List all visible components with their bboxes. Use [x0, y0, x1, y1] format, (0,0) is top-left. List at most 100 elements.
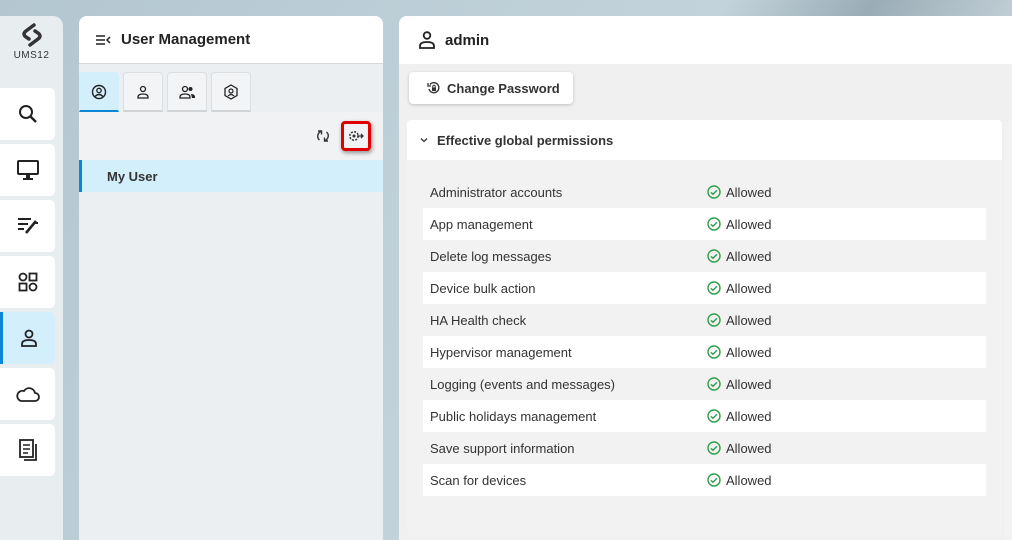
- check-circle-icon: [707, 217, 721, 231]
- tab-users[interactable]: [123, 72, 163, 112]
- permission-status: Allowed: [707, 217, 772, 232]
- sidebar: UMS12: [0, 16, 63, 540]
- permission-status: Allowed: [707, 441, 772, 456]
- permissions-section-header[interactable]: Effective global permissions: [407, 120, 1002, 160]
- permission-name: Hypervisor management: [430, 344, 572, 360]
- logo: UMS12: [0, 22, 63, 61]
- permission-status-text: Allowed: [726, 248, 772, 264]
- permissions-card: Effective global permissions Administrat…: [407, 120, 1002, 536]
- role-icon: [224, 83, 238, 100]
- sidebar-item-users[interactable]: [0, 312, 55, 364]
- sidebar-item-devices[interactable]: [0, 144, 55, 196]
- permission-status: Allowed: [707, 313, 772, 328]
- configuration-icon: [17, 218, 38, 234]
- check-circle-icon: [707, 185, 721, 199]
- permission-status: Allowed: [707, 185, 772, 200]
- permission-status-text: Allowed: [726, 472, 772, 488]
- permission-row: Hypervisor management Allowed: [423, 336, 986, 368]
- permission-status-text: Allowed: [726, 440, 772, 456]
- user-icon: [21, 329, 37, 347]
- collapse-menu-icon[interactable]: [95, 33, 111, 47]
- permission-row: Public holidays management Allowed: [423, 400, 986, 432]
- refresh-icon: [317, 130, 329, 142]
- check-circle-icon: [707, 345, 721, 359]
- permission-row: Administrator accounts Allowed: [423, 176, 986, 208]
- highlight-box: [341, 121, 371, 151]
- panel-title: User Management: [121, 31, 251, 48]
- user-icon: [419, 31, 435, 49]
- permission-status: Allowed: [707, 473, 772, 488]
- permission-name: Public holidays management: [430, 408, 597, 424]
- logs-icon: [18, 439, 37, 461]
- user-icon: [137, 85, 149, 99]
- apps-icon: [18, 272, 37, 292]
- permission-name: Scan for devices: [430, 472, 527, 488]
- settings-export-button[interactable]: [346, 126, 366, 146]
- sidebar-item-apps[interactable]: [0, 256, 55, 308]
- permission-name: Device bulk action: [430, 280, 536, 296]
- permission-row: Device bulk action Allowed: [423, 272, 986, 304]
- check-circle-icon: [707, 409, 721, 423]
- change-password-label: Change Password: [447, 80, 560, 96]
- permission-row: Logging (events and messages) Allowed: [423, 368, 986, 400]
- permission-status-text: Allowed: [726, 408, 772, 424]
- detail-title: admin: [445, 31, 490, 49]
- cloud-icon: [15, 387, 40, 402]
- permission-status-text: Allowed: [726, 376, 772, 392]
- list-item-label: My User: [107, 168, 158, 184]
- change-password-button[interactable]: Change Password: [409, 72, 573, 104]
- tab-my-user[interactable]: [79, 72, 119, 112]
- sidebar-item-logs[interactable]: [0, 424, 55, 476]
- check-circle-icon: [707, 249, 721, 263]
- detail-header: admin: [399, 16, 1012, 64]
- check-circle-icon: [707, 441, 721, 455]
- permission-name: Logging (events and messages): [430, 376, 616, 392]
- sidebar-item-cloud[interactable]: [0, 368, 55, 420]
- permission-name: Delete log messages: [430, 248, 552, 264]
- permission-name: Administrator accounts: [430, 184, 563, 200]
- permission-status: Allowed: [707, 249, 772, 264]
- permission-status: Allowed: [707, 377, 772, 392]
- logo-text: UMS12: [13, 50, 50, 61]
- permission-row: Scan for devices Allowed: [423, 464, 986, 496]
- tab-bar: [79, 64, 383, 112]
- permission-status-text: Allowed: [726, 280, 772, 296]
- permission-status-text: Allowed: [726, 216, 772, 232]
- my-user-icon: [91, 84, 107, 99]
- permission-status-text: Allowed: [726, 312, 772, 328]
- chevron-down-icon: [420, 138, 428, 143]
- permission-row: Delete log messages Allowed: [423, 240, 986, 272]
- check-circle-icon: [707, 281, 721, 295]
- password-reset-icon: [427, 82, 440, 94]
- permission-row: App management Allowed: [423, 208, 986, 240]
- check-circle-icon: [707, 377, 721, 391]
- check-circle-icon: [707, 313, 721, 327]
- check-circle-icon: [707, 473, 721, 487]
- panel-header: User Management: [79, 16, 383, 64]
- next-card-edge: [1004, 120, 1012, 540]
- permission-status-text: Allowed: [726, 184, 772, 200]
- user-group-icon: [179, 85, 195, 99]
- section-title: Effective global permissions: [437, 132, 614, 148]
- sidebar-item-search[interactable]: [0, 88, 55, 140]
- permission-status: Allowed: [707, 409, 772, 424]
- permission-status: Allowed: [707, 345, 772, 360]
- list-toolbar: [79, 112, 383, 160]
- tab-user-groups[interactable]: [167, 72, 207, 112]
- sidebar-item-configuration[interactable]: [0, 200, 55, 252]
- monitor-icon: [16, 160, 39, 180]
- user-detail-panel: admin Change Password Effective global p…: [399, 16, 1012, 540]
- user-management-panel: User Management My User: [79, 16, 383, 540]
- permission-row: HA Health check Allowed: [423, 304, 986, 336]
- tab-roles[interactable]: [211, 72, 251, 112]
- settings-export-icon: [349, 131, 364, 141]
- permission-name: Save support information: [430, 440, 575, 456]
- refresh-button[interactable]: [313, 126, 333, 146]
- permissions-list: Administrator accounts Allowed App managem…: [423, 176, 986, 496]
- list-item-my-user[interactable]: My User: [79, 160, 383, 192]
- search-icon: [18, 105, 37, 123]
- permission-name: App management: [430, 216, 533, 232]
- permission-status: Allowed: [707, 281, 772, 296]
- permission-name: HA Health check: [430, 312, 527, 328]
- ums-logo-icon: [21, 23, 42, 47]
